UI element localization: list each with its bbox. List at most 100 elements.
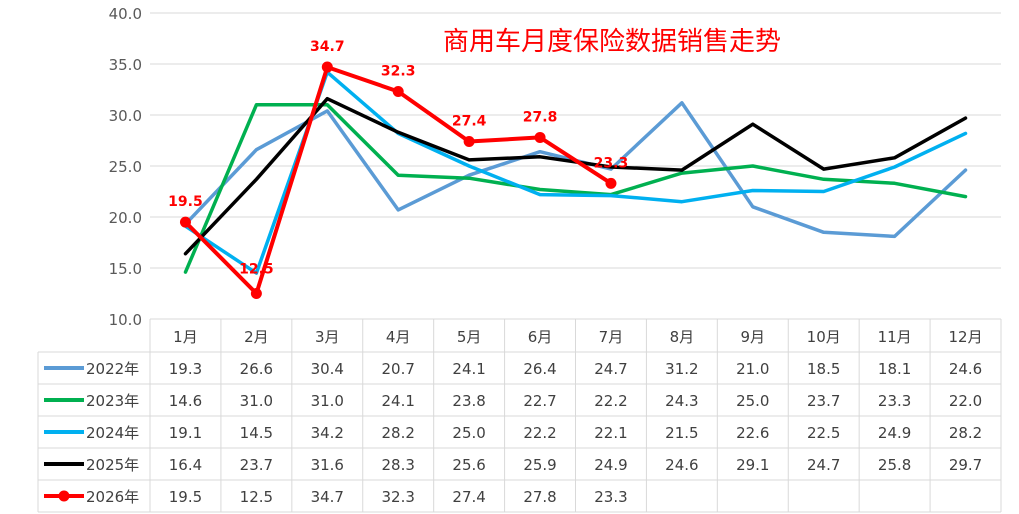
- table-cell: 19.3: [169, 360, 202, 378]
- table-cell: 25.0: [452, 424, 485, 442]
- x-tick-label: 7月: [599, 328, 624, 346]
- series-line-2025年: [183, 96, 968, 256]
- series-line-2024年: [183, 70, 968, 275]
- table-cell: 24.1: [452, 360, 485, 378]
- data-point: [534, 131, 546, 143]
- table-cell: 16.4: [169, 456, 202, 474]
- data-label: 32.3: [381, 64, 416, 80]
- x-tick-label: 8月: [670, 328, 695, 346]
- x-tick-label: 9月: [741, 328, 766, 346]
- series-line-2023年: [183, 103, 968, 274]
- x-tick-label: 1月: [173, 328, 198, 346]
- x-tick-label: 3月: [315, 328, 340, 346]
- table-cell: 19.1: [169, 424, 202, 442]
- legend-label: 2025年: [86, 456, 139, 474]
- table-cell: 20.7: [382, 360, 415, 378]
- table-cell: 25.9: [523, 456, 556, 474]
- table-cell: 29.7: [949, 456, 982, 474]
- table-cell: 24.3: [665, 392, 698, 410]
- table-cell: 32.3: [382, 488, 415, 506]
- table-cell: 31.0: [240, 392, 273, 410]
- table-cell: 22.2: [523, 424, 556, 442]
- y-tick-label: 15.0: [109, 260, 142, 278]
- table-cell: 28.3: [382, 456, 415, 474]
- x-tick-label: 12月: [948, 328, 982, 346]
- table-cell: 29.1: [736, 456, 769, 474]
- x-tick-label: 6月: [528, 328, 553, 346]
- table-cell: 14.5: [240, 424, 273, 442]
- data-label: 34.7: [310, 39, 345, 55]
- data-label: 27.8: [523, 109, 558, 125]
- table-cell: 28.2: [382, 424, 415, 442]
- y-tick-label: 20.0: [109, 209, 142, 227]
- table-cell: 12.5: [240, 488, 273, 506]
- table-cell: 24.7: [594, 360, 627, 378]
- table-cell: 22.0: [949, 392, 982, 410]
- data-label: 12.5: [239, 262, 274, 278]
- table-cell: 18.1: [878, 360, 911, 378]
- table-cell: 23.8: [452, 392, 485, 410]
- series-line-2026年: [183, 65, 613, 296]
- table-cell: 14.6: [169, 392, 202, 410]
- table-cell: 22.2: [594, 392, 627, 410]
- legend-label: 2022年: [86, 360, 139, 378]
- table-cell: 21.5: [665, 424, 698, 442]
- table-cell: 24.7: [807, 456, 840, 474]
- x-tick-label: 11月: [878, 328, 912, 346]
- data-point: [605, 177, 617, 189]
- table-cell: 19.5: [169, 488, 202, 506]
- x-tick-label: 10月: [807, 328, 841, 346]
- table-cell: 26.6: [240, 360, 273, 378]
- data-point: [250, 288, 262, 299]
- table-cell: 26.4: [523, 360, 556, 378]
- table-cell: 23.7: [240, 456, 273, 474]
- x-tick-label: 5月: [457, 328, 482, 346]
- y-tick-label: 30.0: [109, 107, 142, 125]
- table-cell: 22.5: [807, 424, 840, 442]
- table-cell: 18.5: [807, 360, 840, 378]
- table-cell: 22.6: [736, 424, 769, 442]
- table-cell: 22.7: [523, 392, 556, 410]
- data-label: 19.5: [168, 194, 203, 210]
- legend-label: 2023年: [86, 392, 139, 410]
- legend-label: 2024年: [86, 424, 139, 442]
- data-label: 27.4: [452, 114, 487, 130]
- table-cell: 23.3: [878, 392, 911, 410]
- data-point: [463, 136, 475, 148]
- series-line-2022年: [183, 101, 968, 239]
- table-cell: 24.1: [382, 392, 415, 410]
- legend-label: 2026年: [86, 488, 139, 506]
- table-cell: 34.7: [311, 488, 344, 506]
- y-tick-label: 10.0: [109, 311, 142, 329]
- table-cell: 27.4: [452, 488, 485, 506]
- table-cell: 24.9: [594, 456, 627, 474]
- table-cell: 23.3: [594, 488, 627, 506]
- y-tick-label: 35.0: [109, 56, 142, 74]
- data-point: [179, 216, 191, 228]
- table-cell: 31.6: [311, 456, 344, 474]
- table-cell: 27.8: [523, 488, 556, 506]
- table-cell: 25.6: [452, 456, 485, 474]
- data-point: [392, 86, 404, 98]
- table-cell: 23.7: [807, 392, 840, 410]
- data-label: 23.3: [594, 155, 629, 171]
- legend-marker: [58, 490, 70, 502]
- x-tick-label: 2月: [244, 328, 269, 346]
- table-cell: 34.2: [311, 424, 344, 442]
- table-cell: 22.1: [594, 424, 627, 442]
- table-cell: 24.9: [878, 424, 911, 442]
- y-tick-label: 25.0: [109, 158, 142, 176]
- table-cell: 24.6: [949, 360, 982, 378]
- table-cell: 28.2: [949, 424, 982, 442]
- y-tick-label: 40.0: [109, 5, 142, 23]
- table-cell: 24.6: [665, 456, 698, 474]
- table-cell: 25.0: [736, 392, 769, 410]
- x-tick-label: 4月: [386, 328, 411, 346]
- chart-title: 商用车月度保险数据销售走势: [443, 27, 781, 57]
- table-cell: 25.8: [878, 456, 911, 474]
- data-point: [321, 61, 333, 73]
- table-cell: 31.2: [665, 360, 698, 378]
- table-cell: 31.0: [311, 392, 344, 410]
